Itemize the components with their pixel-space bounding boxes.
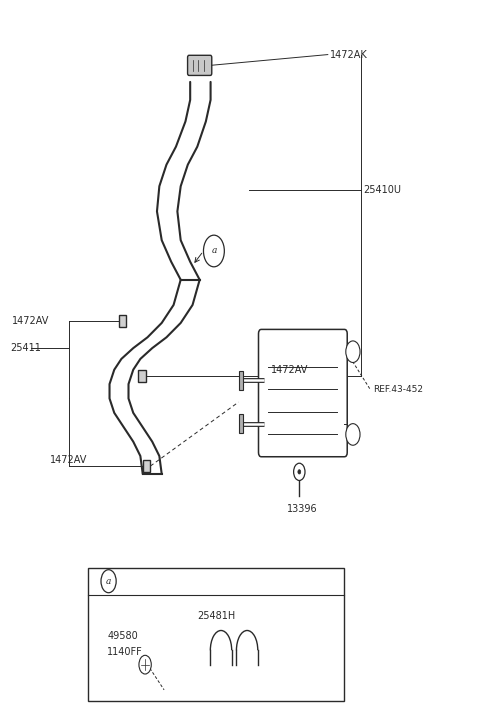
Text: 13396: 13396: [288, 505, 318, 514]
Bar: [239, 371, 243, 390]
Circle shape: [346, 341, 360, 362]
Text: REF.43-452: REF.43-452: [373, 386, 423, 394]
Circle shape: [101, 570, 116, 593]
Text: 1472AK: 1472AK: [330, 49, 368, 59]
Text: a: a: [106, 576, 111, 586]
Text: 1472AV: 1472AV: [12, 316, 49, 326]
Text: 25411: 25411: [10, 343, 41, 353]
Bar: [119, 315, 126, 326]
Text: 1472AV: 1472AV: [271, 365, 308, 376]
Text: 49580: 49580: [107, 631, 138, 641]
Circle shape: [204, 235, 224, 267]
Text: 25410U: 25410U: [363, 185, 401, 195]
Text: 1140FF: 1140FF: [107, 647, 143, 658]
FancyBboxPatch shape: [188, 55, 212, 75]
Text: a: a: [211, 247, 216, 255]
Circle shape: [298, 470, 301, 474]
Bar: [239, 414, 243, 433]
Text: 25481H: 25481H: [197, 611, 236, 621]
Bar: [88, 568, 344, 700]
FancyBboxPatch shape: [259, 329, 347, 457]
Circle shape: [139, 655, 151, 674]
Circle shape: [294, 463, 305, 481]
Bar: [138, 370, 145, 382]
Circle shape: [346, 423, 360, 445]
Bar: [143, 460, 150, 472]
Text: 1472AV: 1472AV: [50, 455, 87, 465]
